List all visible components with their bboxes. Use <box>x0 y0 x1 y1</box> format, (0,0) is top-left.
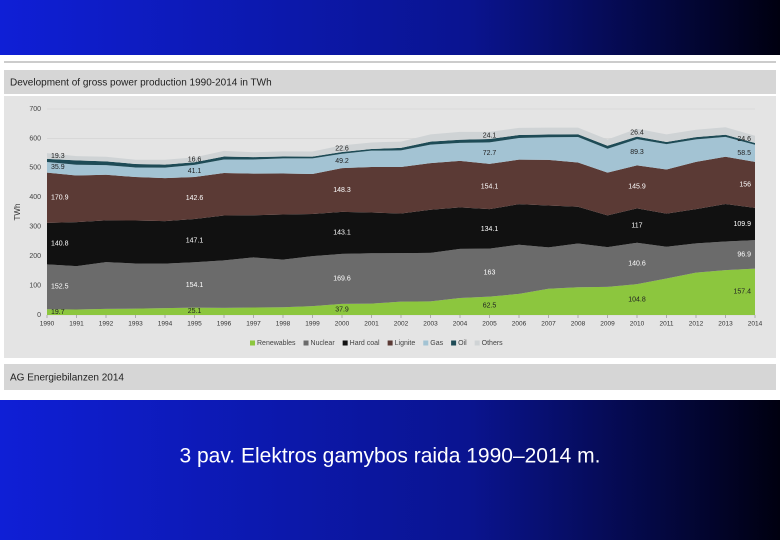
data-label: 145.9 <box>628 184 646 191</box>
data-label: 35.9 <box>51 164 65 171</box>
legend-swatch <box>451 340 457 346</box>
area <box>47 156 755 223</box>
x-tick-label: 2006 <box>512 321 527 328</box>
y-axis-label: TWh <box>13 204 22 221</box>
data-label: 154.1 <box>481 183 499 190</box>
legend-label: Gas <box>430 340 443 347</box>
x-tick-label: 2002 <box>394 321 409 328</box>
data-label: 117 <box>631 222 642 229</box>
legend-label: Lignite <box>395 340 416 347</box>
y-tick-label: 400 <box>29 194 41 201</box>
x-tick-label: 2005 <box>482 321 497 328</box>
x-tick-label: 1990 <box>40 321 55 328</box>
data-label: 148.3 <box>333 187 351 194</box>
legend-swatch <box>303 340 309 346</box>
x-tick-label: 2014 <box>748 321 763 328</box>
x-tick-label: 1998 <box>276 321 291 328</box>
data-label: 49.2 <box>335 158 349 165</box>
data-label: 109.9 <box>733 221 751 228</box>
data-label: 89.3 <box>630 149 644 156</box>
data-label: 157.4 <box>733 289 751 296</box>
x-tick-label: 2008 <box>571 321 586 328</box>
area <box>47 204 755 267</box>
x-tick-label: 2013 <box>718 321 733 328</box>
x-tick-label: 2003 <box>423 321 438 328</box>
data-label: 37.9 <box>335 306 349 313</box>
caption: 3 pav. Elektros gamybos raida 1990–2014 … <box>179 445 600 468</box>
y-tick-label: 700 <box>29 106 41 113</box>
data-label: 163 <box>484 269 496 276</box>
x-tick-label: 2010 <box>630 321 645 328</box>
title-bar <box>4 70 776 94</box>
x-tick-label: 2007 <box>541 321 556 328</box>
data-label: 169.6 <box>333 276 351 283</box>
x-tick-label: 1996 <box>217 321 232 328</box>
x-tick-label: 2001 <box>364 321 379 328</box>
legend-label: Hard coal <box>350 340 380 347</box>
data-label: 25.1 <box>188 308 202 315</box>
legend-swatch <box>474 340 480 346</box>
x-tick-label: 1997 <box>246 321 261 328</box>
data-label: 16.6 <box>188 157 202 164</box>
area <box>47 268 755 315</box>
legend-label: Renewables <box>257 340 296 347</box>
legend-label: Nuclear <box>311 340 336 347</box>
data-label: 58.5 <box>737 150 751 157</box>
data-label: 24.6 <box>737 136 751 143</box>
x-tick-label: 1995 <box>187 321 202 328</box>
x-tick-label: 1991 <box>69 321 84 328</box>
legend-label: Oil <box>458 340 467 347</box>
legend-swatch <box>250 340 255 346</box>
legend-swatch <box>342 340 348 346</box>
data-label: 143.1 <box>333 230 351 237</box>
y-tick-label: 600 <box>29 135 41 142</box>
chart-title: Development of gross power production 19… <box>10 78 272 89</box>
y-tick-label: 200 <box>29 253 41 260</box>
legend-swatch <box>387 340 393 346</box>
area <box>47 134 755 168</box>
area <box>47 127 755 165</box>
x-tick-label: 1999 <box>305 321 320 328</box>
data-label: 41.1 <box>188 168 202 175</box>
y-tick-label: 0 <box>37 312 41 319</box>
data-label: 142.6 <box>186 195 204 202</box>
data-label: 26.4 <box>630 130 644 137</box>
data-label: 104.8 <box>628 296 646 303</box>
source-bar <box>4 364 776 390</box>
data-label: 24.1 <box>483 132 497 139</box>
data-label: 154.1 <box>186 282 204 289</box>
data-label: 96.9 <box>737 251 751 258</box>
data-label: 62.5 <box>483 303 497 310</box>
x-tick-label: 1992 <box>99 321 114 328</box>
x-tick-label: 2000 <box>335 321 350 328</box>
x-tick-label: 1993 <box>128 321 143 328</box>
data-label: 170.9 <box>51 195 69 202</box>
data-label: 140.8 <box>51 240 69 247</box>
data-label: 22.6 <box>335 145 349 152</box>
x-tick-label: 2012 <box>689 321 704 328</box>
x-tick-label: 2004 <box>453 321 468 328</box>
y-tick-label: 300 <box>29 224 41 231</box>
data-label: 147.1 <box>186 237 204 244</box>
x-tick-label: 2009 <box>600 321 615 328</box>
data-label: 19.3 <box>51 153 65 160</box>
data-label: 156 <box>739 182 751 189</box>
legend-swatch <box>423 340 429 346</box>
y-tick-label: 100 <box>29 282 41 289</box>
source: AG Energiebilanzen 2014 <box>10 373 124 384</box>
data-label: 152.5 <box>51 284 69 291</box>
x-tick-label: 1994 <box>158 321 173 328</box>
y-tick-label: 500 <box>29 165 41 172</box>
data-label: 72.7 <box>483 150 497 157</box>
data-label: 140.6 <box>628 260 646 267</box>
x-tick-label: 2011 <box>660 321 674 328</box>
data-label: 134.1 <box>481 226 499 233</box>
legend-label: Others <box>482 340 504 347</box>
area <box>47 240 755 310</box>
area <box>47 136 755 179</box>
data-label: 19.7 <box>51 309 65 316</box>
